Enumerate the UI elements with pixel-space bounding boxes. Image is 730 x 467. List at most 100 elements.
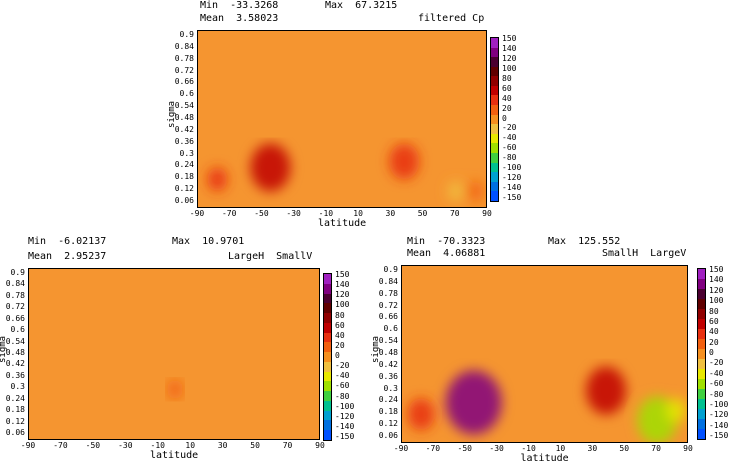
y-tick-label: 0.12	[378, 419, 398, 429]
x-tick-label: 90	[482, 209, 492, 218]
y-tick-label: 0.06	[174, 196, 194, 205]
colorbar-swatch	[698, 369, 705, 379]
colorbar-swatch	[324, 332, 331, 343]
y-tick-label: 0.78	[5, 290, 25, 300]
colorbar-tick-label: -120	[335, 411, 355, 421]
colorbar-tick-label: -140	[709, 420, 729, 430]
colorbar-swatch	[324, 420, 331, 430]
x-axis-label: latitude	[318, 218, 367, 229]
heatmap-feature	[250, 143, 291, 192]
panel-title: SmallH LargeV	[602, 248, 687, 259]
colorbar-swatch	[491, 105, 498, 115]
colorbar-tick-label: 120	[502, 53, 517, 63]
x-tick-label: 70	[282, 441, 293, 450]
colorbar-tick-label: -140	[335, 421, 355, 431]
y-tick-label: 0.84	[174, 41, 194, 51]
y-tick-label: 0.9	[383, 265, 398, 274]
colorbar-tick-label: 60	[335, 320, 345, 330]
colorbar-swatch	[698, 429, 705, 439]
colorbar-tick-label: 120	[709, 285, 724, 295]
colorbar-tick-label: 60	[709, 316, 719, 326]
x-tick-label: -30	[286, 209, 301, 218]
x-tick-label: 10	[555, 444, 566, 453]
heatmap-plot-area	[197, 30, 487, 208]
heatmap-feature	[666, 398, 687, 423]
colorbar-swatch	[491, 38, 498, 48]
colorbar-tick-label: 80	[709, 306, 719, 316]
y-tick-label: 0.42	[174, 124, 194, 134]
colorbar-swatch	[491, 47, 498, 58]
colorbar-swatch	[698, 299, 705, 309]
y-tick-label: 0.3	[179, 148, 194, 158]
colorbar-tick-label: 60	[502, 83, 512, 93]
x-tick-label: -10	[150, 441, 165, 450]
colorbar-tick-label: 0	[502, 113, 507, 123]
x-tick-label: 50	[417, 209, 428, 218]
y-tick-label: 0.18	[5, 405, 25, 415]
min-label: Min -6.02137	[28, 236, 107, 247]
y-axis-label: sigma	[167, 100, 177, 128]
colorbar-swatch	[324, 303, 331, 313]
panel-title: LargeH SmallV	[228, 251, 313, 262]
colorbar-swatch	[698, 359, 705, 369]
colorbar-swatch	[324, 322, 331, 333]
colorbar-swatch	[324, 342, 331, 352]
colorbar-swatch	[324, 410, 331, 421]
y-tick-label: 0.6	[10, 325, 25, 335]
colorbar-tick-label: -100	[502, 163, 522, 173]
colorbar-swatch	[698, 389, 705, 399]
heatmap-plot-area	[401, 265, 688, 443]
colorbar	[490, 37, 499, 202]
colorbar-tick-label: 80	[502, 73, 512, 83]
colorbar-tick-label: 100	[709, 296, 724, 306]
y-tick-label: 0.18	[174, 172, 194, 182]
colorbar-swatch	[491, 66, 498, 77]
colorbar-tick-label: 0	[709, 348, 714, 357]
colorbar-tick-label: -80	[335, 391, 350, 401]
colorbar-tick-label: -20	[502, 123, 517, 133]
x-tick-label: 70	[449, 209, 460, 218]
colorbar-tick-label: -20	[709, 358, 724, 368]
x-tick-label: -50	[85, 441, 101, 450]
colorbar-tick-label: 140	[335, 280, 350, 290]
colorbar-tick-label: -60	[709, 379, 724, 389]
x-tick-label: -90	[189, 209, 205, 218]
x-tick-label: -70	[425, 444, 441, 453]
heatmap-feature	[447, 181, 464, 202]
y-tick-label: 0.12	[174, 184, 194, 194]
colorbar-swatch	[324, 381, 331, 391]
colorbar-swatch	[324, 283, 331, 294]
heatmap-feature	[407, 398, 435, 431]
y-axis-label: sigma	[0, 335, 8, 363]
mean-label: Mean 2.95237	[28, 251, 107, 262]
y-tick-label: 0.72	[174, 65, 194, 75]
x-tick-label: 50	[250, 441, 260, 450]
y-tick-label: 0.54	[378, 336, 398, 346]
y-tick-label: 0.78	[378, 288, 398, 298]
min-label: Min -33.3268	[200, 0, 279, 11]
x-tick-label: -50	[457, 444, 472, 453]
heatmap-svg	[402, 266, 687, 442]
y-tick-label: 0.84	[5, 279, 25, 289]
colorbar-tick-label: -20	[335, 361, 350, 371]
mean-label: Mean 4.06881	[407, 248, 486, 259]
x-tick-label: 90	[683, 444, 693, 453]
colorbar-swatch	[698, 349, 705, 359]
y-tick-label: 0.66	[5, 313, 25, 323]
colorbar-tick-label: 40	[709, 327, 719, 337]
colorbar-swatch	[324, 391, 331, 401]
colorbar-swatch	[698, 309, 705, 319]
y-tick-label: 0.9	[179, 30, 194, 39]
colorbar-tick-label: 40	[335, 330, 345, 340]
colorbar-swatch	[698, 339, 705, 349]
y-tick-label: 0.24	[174, 160, 194, 170]
y-tick-label: 0.84	[378, 276, 398, 286]
colorbar-swatch	[324, 361, 331, 372]
colorbar-tick-label: 80	[335, 310, 345, 320]
heatmap-feature	[445, 370, 502, 435]
heatmap-background	[198, 31, 486, 207]
x-tick-label: 70	[651, 444, 661, 453]
heatmap-feature	[586, 366, 627, 415]
colorbar-tick-label: -140	[502, 183, 522, 193]
y-tick-label: 0.42	[378, 359, 398, 369]
